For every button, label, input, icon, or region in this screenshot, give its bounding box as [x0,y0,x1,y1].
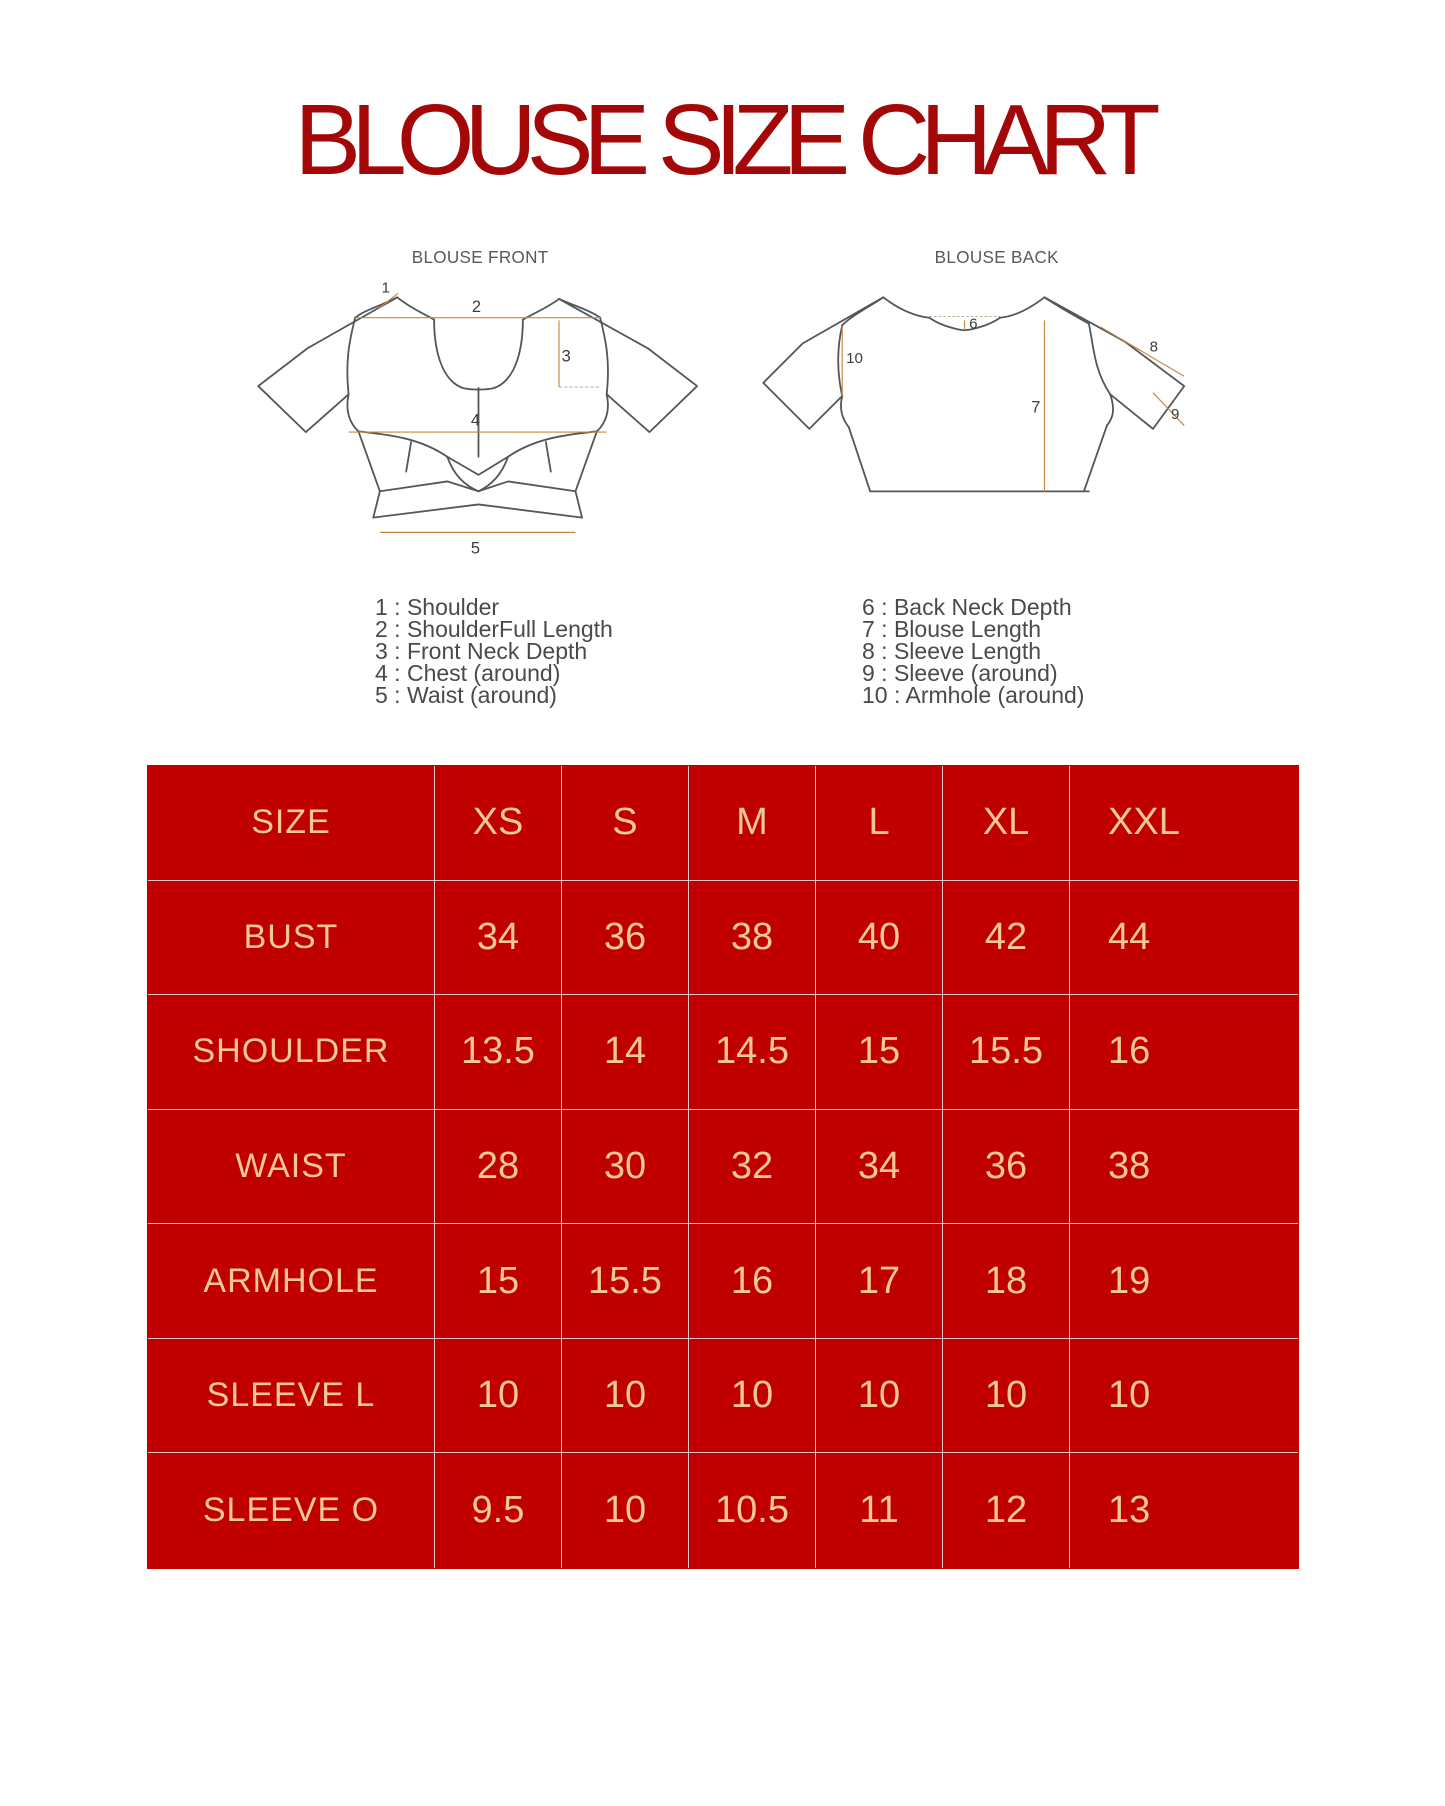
svg-text:2: 2 [472,298,481,316]
svg-text:7: 7 [1031,398,1040,416]
svg-text:3: 3 [562,347,571,365]
svg-text:4: 4 [471,412,480,430]
svg-text:5: 5 [471,540,480,558]
svg-text:BLOUSE BACK: BLOUSE BACK [935,248,1060,267]
svg-text:6: 6 [969,316,977,333]
svg-text:10: 10 [846,350,863,367]
svg-text:BLOUSE FRONT: BLOUSE FRONT [412,248,549,267]
svg-text:8: 8 [1150,339,1158,356]
svg-text:1: 1 [382,279,390,296]
svg-text:9: 9 [1171,406,1179,423]
